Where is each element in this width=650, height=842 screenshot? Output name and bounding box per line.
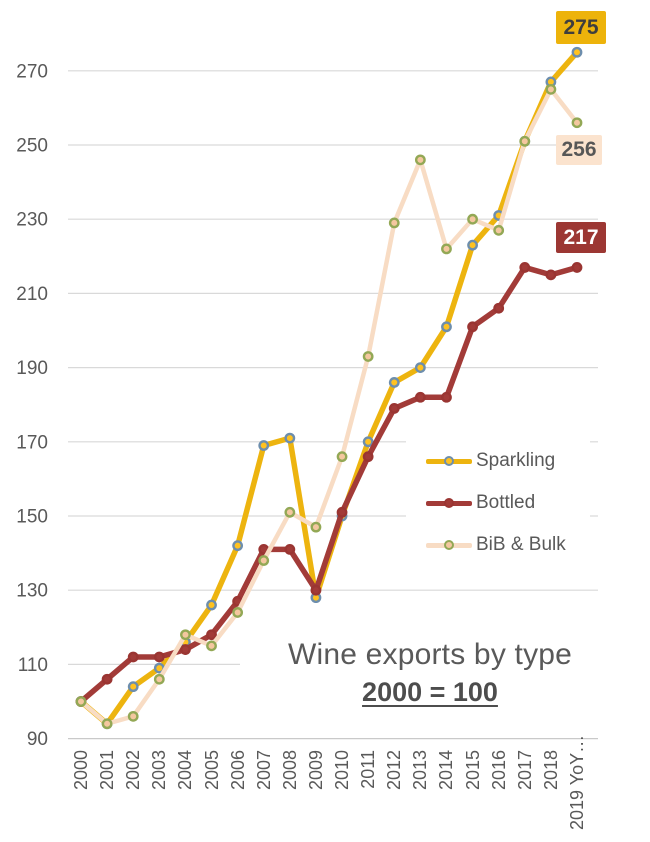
data-point-bottled — [493, 302, 505, 314]
y-axis-tick-label: 150 — [16, 507, 48, 528]
data-point-bottled — [336, 506, 348, 518]
data-point-bib-bulk — [153, 673, 165, 685]
legend-label-bib-bulk: BiB & Bulk — [476, 534, 566, 555]
x-axis-label: 2007 — [253, 750, 274, 791]
x-axis-label: 2000 — [71, 750, 91, 791]
x-axis-label: 2019 YoY… — [566, 734, 587, 830]
y-axis-tick-label: 90 — [27, 729, 48, 750]
data-point-bottled — [545, 269, 557, 281]
end-value-label-bib-bulk: 256 — [556, 135, 602, 165]
data-point-bottled — [127, 651, 139, 663]
legend-swatch-bib-bulk — [426, 539, 472, 552]
x-axis-label: 2009 — [305, 750, 326, 791]
x-axis-label: 2012 — [384, 750, 405, 791]
data-point-bottled — [180, 644, 191, 655]
end-value-label-bottled: 217 — [556, 222, 606, 253]
x-axis-label: 2011 — [358, 750, 379, 789]
y-axis-tick-label: 170 — [16, 432, 48, 453]
data-point-bottled — [388, 403, 400, 414]
data-point-bottled — [206, 629, 217, 641]
legend-item-sparkling: Sparkling — [406, 440, 590, 482]
x-axis-label: 2006 — [227, 750, 248, 791]
series-line-bib-bulk — [78, 87, 580, 727]
data-point-bib-bulk — [545, 83, 557, 95]
data-point-bib-bulk — [284, 506, 296, 518]
data-point-sparkling — [414, 362, 426, 373]
data-point-bib-bulk — [571, 117, 583, 129]
legend-swatch-sparkling — [426, 455, 472, 468]
legend-item-bib-bulk: BiB & Bulk — [406, 524, 590, 566]
data-point-bottled — [467, 321, 478, 333]
data-point-bib-bulk — [75, 696, 87, 707]
x-axis-label: 2010 — [332, 750, 353, 791]
data-point-bib-bulk — [127, 710, 139, 722]
data-point-sparkling — [571, 46, 583, 58]
data-point-bottled — [153, 651, 165, 663]
x-axis-label: 2013 — [410, 750, 431, 791]
data-point-bib-bulk — [519, 135, 531, 147]
data-point-bib-bulk — [493, 224, 505, 236]
data-point-sparkling — [284, 432, 296, 444]
y-axis-tick-label: 250 — [16, 136, 48, 157]
data-point-sparkling — [467, 239, 478, 251]
data-point-bib-bulk — [232, 607, 244, 618]
data-point-bib-bulk — [258, 555, 270, 566]
end-value-label-sparkling: 275 — [556, 11, 606, 44]
data-point-bib-bulk — [336, 451, 348, 463]
data-point-bottled — [441, 391, 452, 403]
x-axis-label: 2015 — [462, 750, 483, 791]
x-axis-label: 2002 — [123, 750, 144, 791]
x-axis-label: 2018 — [540, 750, 561, 791]
data-point-bib-bulk — [441, 243, 452, 255]
data-point-bib-bulk — [388, 217, 400, 229]
data-point-bottled — [310, 584, 322, 596]
legend: Sparkling Bottled BiB & Bulk — [406, 434, 590, 572]
x-axis-label: 2008 — [279, 750, 300, 791]
data-point-bottled — [101, 673, 113, 685]
y-axis-tick-label: 110 — [18, 655, 48, 676]
data-point-sparkling — [388, 377, 400, 388]
data-point-bottled — [284, 543, 296, 555]
data-point-bottled — [519, 262, 531, 273]
y-axis-tick-label: 230 — [16, 210, 48, 231]
data-point-bib-bulk — [467, 213, 478, 225]
legend-item-bottled: Bottled — [406, 482, 590, 524]
data-point-sparkling — [362, 436, 374, 448]
x-axis-label: 2003 — [149, 750, 170, 791]
data-point-bottled — [414, 391, 426, 403]
x-axis-label: 2017 — [514, 750, 535, 791]
series-line-sparkling — [78, 49, 580, 727]
data-point-bib-bulk — [362, 351, 374, 362]
x-axis-label: 2004 — [175, 750, 196, 791]
x-axis-label: 2001 — [97, 750, 118, 791]
data-point-bib-bulk — [206, 640, 217, 652]
legend-label-bottled: Bottled — [476, 492, 536, 513]
chart-title-block: Wine exports by type 2000 = 100 — [240, 636, 620, 712]
legend-swatch-bottled — [426, 497, 472, 510]
x-axis-label: 2014 — [436, 750, 457, 791]
y-axis-tick-label: 210 — [16, 284, 48, 305]
y-axis-tick-label: 190 — [16, 358, 48, 379]
data-point-sparkling — [206, 599, 217, 611]
data-point-bib-bulk — [180, 629, 191, 641]
data-point-bottled — [571, 262, 583, 273]
chart-subtitle: 2000 = 100 — [362, 677, 498, 707]
data-point-bib-bulk — [414, 154, 426, 166]
y-axis-tick-label: 270 — [16, 61, 48, 82]
chart-title: Wine exports by type — [287, 638, 573, 671]
x-axis-label: 2005 — [201, 750, 222, 791]
data-point-sparkling — [441, 321, 452, 333]
legend-label-sparkling: Sparkling — [476, 450, 556, 471]
y-axis-tick-label: 130 — [16, 581, 48, 602]
data-point-bib-bulk — [101, 718, 113, 730]
x-axis-label: 2016 — [488, 750, 509, 791]
data-point-sparkling — [232, 540, 244, 552]
data-point-bottled — [362, 451, 374, 463]
data-point-sparkling — [127, 681, 139, 693]
data-point-bib-bulk — [310, 521, 322, 533]
data-point-sparkling — [258, 440, 270, 451]
